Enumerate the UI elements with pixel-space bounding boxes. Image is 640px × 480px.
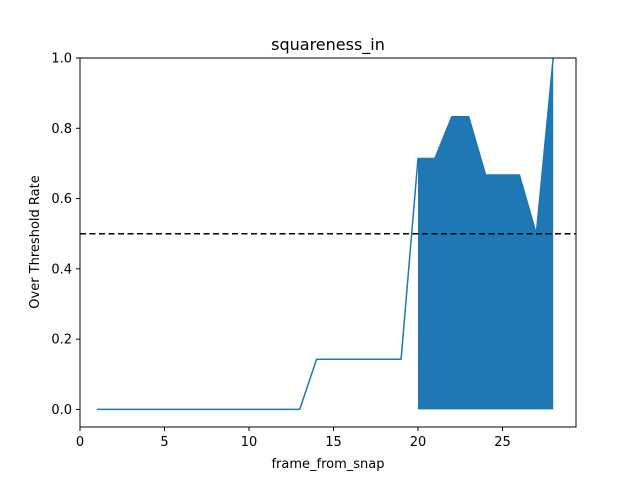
y-tick-label: 0.8 [51, 122, 72, 137]
y-tick-label: 0.4 [51, 262, 72, 277]
fill-area [418, 58, 554, 410]
x-tick-label: 0 [76, 435, 84, 450]
x-axis-ticks: 0 5 10 15 20 25 [76, 427, 511, 450]
y-tick-label: 0.2 [51, 333, 72, 348]
y-tick-label: 1.0 [51, 52, 72, 67]
axes-frame [79, 57, 577, 428]
x-tick-label: 5 [160, 435, 168, 450]
x-axis-label: frame_from_snap [271, 457, 384, 472]
y-axis-ticks: 0.0 0.2 0.4 0.6 0.8 1.0 [51, 52, 80, 418]
x-tick-label: 10 [241, 435, 258, 450]
y-axis-label: Over Threshold Rate [28, 175, 43, 308]
plot-layer [80, 57, 576, 411]
x-tick-label: 20 [410, 435, 427, 450]
y-tick-label: 0.6 [51, 192, 72, 207]
x-tick-label: 15 [325, 435, 342, 450]
y-tick-label: 0.0 [51, 403, 72, 418]
chart-title: squareness_in [271, 35, 385, 55]
x-tick-label: 25 [494, 435, 511, 450]
series-line [96, 57, 554, 411]
